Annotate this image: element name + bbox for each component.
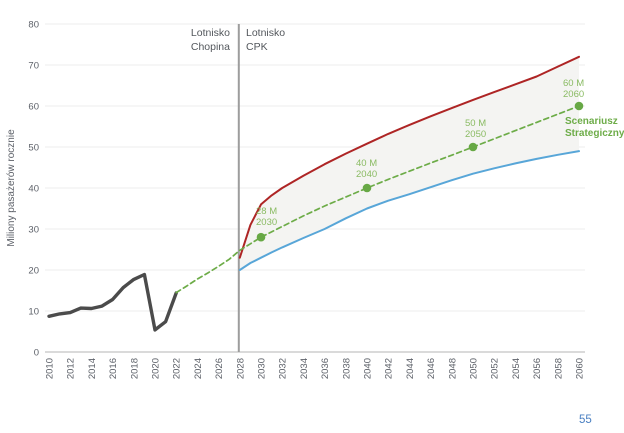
y-tick-label: 30 <box>28 224 39 235</box>
y-tick-label: 50 <box>28 142 39 153</box>
strategy-callout-line1: Scenariusz <box>565 116 618 127</box>
data-point-marker <box>574 101 584 111</box>
x-tick-label: 2024 <box>193 358 204 379</box>
x-tick-label: 2012 <box>66 358 77 379</box>
x-tick-label: 2032 <box>278 358 289 379</box>
x-tick-label: 2018 <box>129 358 140 379</box>
x-tick-label: 2058 <box>553 358 564 379</box>
strategy-callout-line2: Strategiczny <box>565 127 624 139</box>
x-tick-label: 2048 <box>447 358 458 379</box>
x-tick-label: 2050 <box>469 358 480 379</box>
y-tick-label: 20 <box>28 265 39 276</box>
x-tick-label: 2036 <box>320 358 331 379</box>
y-tick-label: 0 <box>34 347 39 358</box>
divider-label-chopina: Lotnisko Chopina <box>191 27 230 54</box>
divider-label-cpk-line1: Lotnisko <box>246 27 286 39</box>
x-tick-label: 2060 <box>575 358 586 379</box>
x-tick-label: 2022 <box>172 358 183 379</box>
data-point-marker <box>468 142 478 152</box>
x-tick-label: 2028 <box>235 358 246 379</box>
x-tick-label: 2054 <box>511 358 522 379</box>
x-tick-label: 2052 <box>490 358 501 379</box>
divider-label-chopina-line1: Lotnisko <box>190 27 230 39</box>
data-point-marker <box>256 232 266 242</box>
strategy-callout: Scenariusz Strategiczny <box>565 116 624 139</box>
x-tick-label: 2042 <box>384 358 395 379</box>
y-tick-labels: 0 10 20 30 40 50 60 70 80 <box>28 19 39 358</box>
x-tick-label: 2030 <box>257 358 268 379</box>
x-tick-label: 2046 <box>426 358 437 379</box>
x-tick-label: 2014 <box>87 358 98 379</box>
y-tick-label: 80 <box>28 19 39 30</box>
strategic-series <box>175 105 580 294</box>
y-tick-label: 60 <box>28 101 39 112</box>
corridor-fill <box>239 56 580 270</box>
page-number: 55 <box>579 414 592 426</box>
x-tick-label: 2040 <box>363 358 374 379</box>
y-tick-label: 70 <box>28 60 39 71</box>
x-tick-labels: 2010 2012 2014 2016 2018 2020 2022 2024 2026 2028… <box>45 358 586 379</box>
upper-bound-series <box>238 55 580 259</box>
x-tick-label: 2016 <box>108 358 119 379</box>
x-tick-label: 2034 <box>299 358 310 379</box>
lower-bound-series <box>238 150 580 271</box>
historical-series <box>47 272 178 332</box>
x-tick-label: 2056 <box>532 358 543 379</box>
x-tick-label: 2020 <box>151 358 162 379</box>
legend: Korytarz prognostyczny dla CPK Prognoza … <box>0 398 624 433</box>
x-tick-label: 2038 <box>341 358 352 379</box>
data-point-marker <box>362 183 372 193</box>
y-tick-label: 40 <box>28 183 39 194</box>
x-tick-label: 2026 <box>214 358 225 379</box>
divider-label-cpk-line2: CPK <box>246 40 268 53</box>
series-markers <box>256 101 584 242</box>
divider-label-chopina-line2: Chopina <box>190 40 230 53</box>
gridlines <box>45 23 585 312</box>
y-axis-title: Miliony pasażerów rocznie <box>6 129 17 247</box>
x-tick-label: 2010 <box>45 358 56 379</box>
divider-label-cpk: Lotnisko CPK <box>246 27 285 54</box>
y-tick-label: 10 <box>28 306 39 317</box>
x-tick-label: 2044 <box>405 358 416 379</box>
